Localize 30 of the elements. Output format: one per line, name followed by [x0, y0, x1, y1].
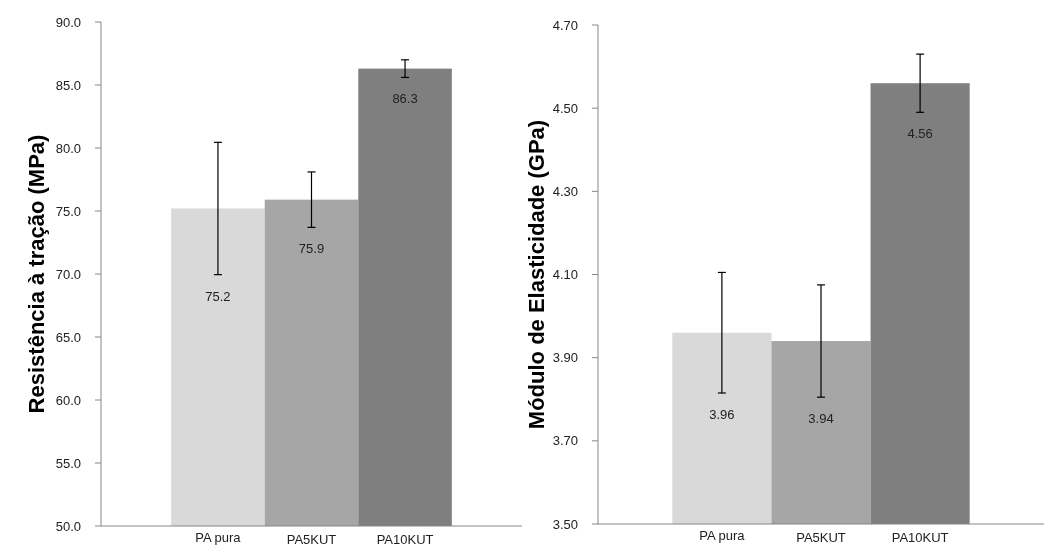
x-tick-label: PA pura [195, 530, 242, 545]
x-tick-label: PA5KUT [286, 532, 337, 547]
x-tick-label: PA pura [699, 528, 746, 543]
y-tick-label: 50.0 [55, 518, 81, 534]
x-tick-label: PA10KUT [891, 530, 949, 545]
y-tick-label: 80.0 [55, 140, 81, 156]
x-tick-label: PA10KUT [376, 532, 434, 547]
data-label: 86.3 [392, 91, 418, 107]
data-label: 75.2 [205, 288, 231, 304]
y-tick-label: 60.0 [55, 392, 81, 408]
data-label: 3.96 [709, 407, 735, 423]
data-label: 75.9 [298, 241, 325, 257]
y-tick-label: 3.70 [552, 433, 578, 449]
y-tick-label: 4.50 [552, 100, 578, 116]
y-tick-label: 3.50 [552, 516, 578, 532]
y-tick-label: 4.70 [552, 17, 578, 33]
x-tick-label: PA5KUT [796, 530, 846, 545]
y-axis-title: Resistência à tração (MPa) [23, 134, 49, 414]
y-tick-label: 55.0 [55, 455, 81, 471]
y-tick-label: 65.0 [55, 329, 81, 345]
data-label: 4.56 [907, 126, 933, 142]
y-tick-label: 4.10 [552, 267, 578, 283]
y-axis-title: Módulo de Elasticidade (GPa) [523, 119, 549, 430]
y-tick-label: 75.0 [55, 203, 81, 219]
y-tick-label: 3.90 [552, 350, 578, 366]
y-tick-label: 4.30 [552, 183, 578, 199]
data-label: 3.94 [808, 411, 834, 427]
y-tick-label: 90.0 [55, 14, 81, 30]
y-tick-label: 70.0 [55, 266, 81, 282]
y-tick-label: 85.0 [55, 77, 81, 93]
